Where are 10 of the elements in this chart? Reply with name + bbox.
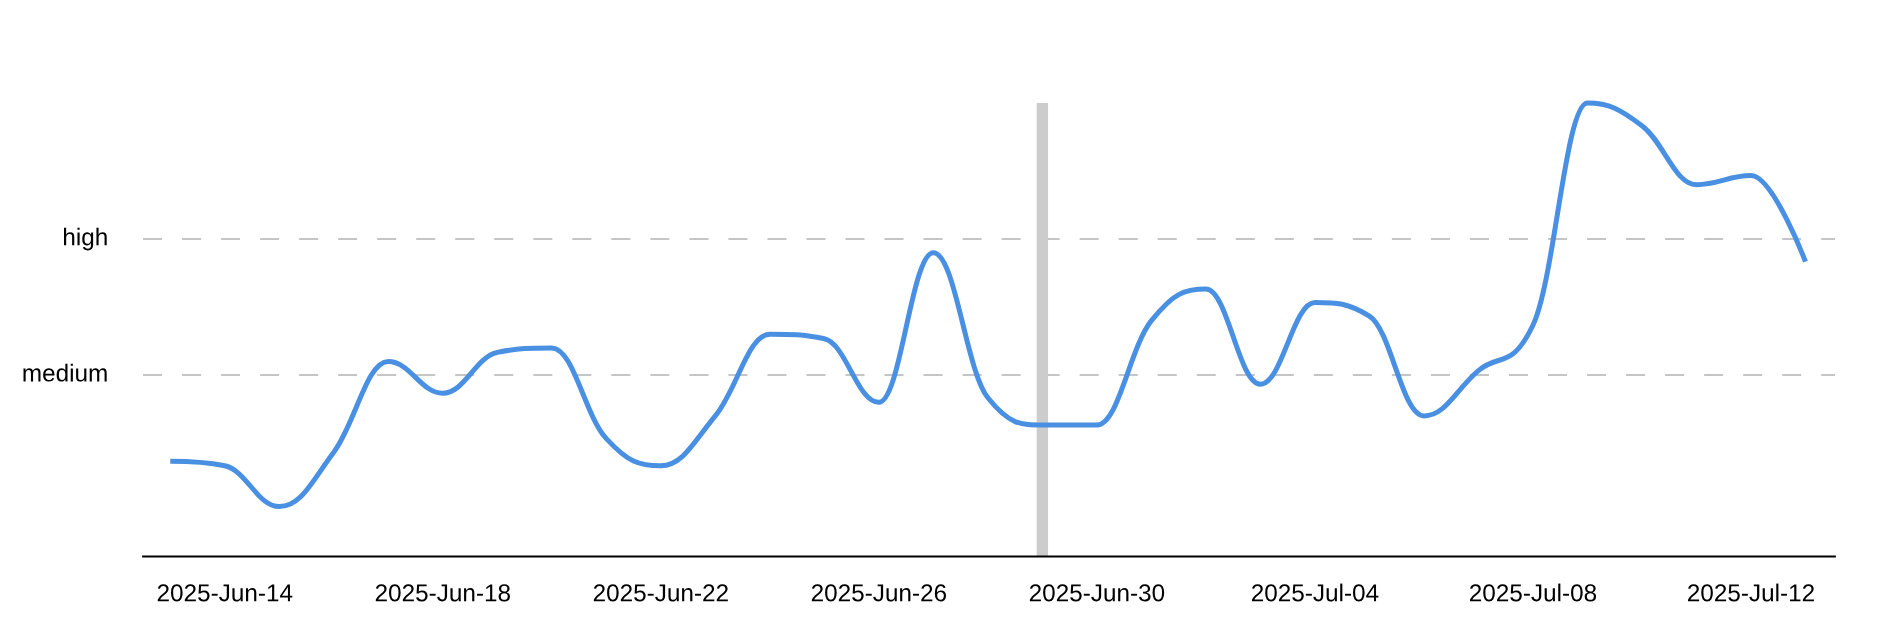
x-tick-label: 2025-Jul-08 — [1469, 583, 1597, 602]
x-tick-label: 2025-Jul-12 — [1688, 583, 1814, 602]
x-tick-label: 2025-Jun-22 — [593, 584, 728, 602]
x-tick-label: 2025-Jun-26 — [811, 584, 947, 602]
ref-line-label: high — [64, 227, 107, 251]
x-tick-label: 2025-Jun-30 — [1029, 584, 1165, 602]
x-tick-label: 2025-Jul-04 — [1251, 583, 1379, 602]
x-tick-label: 2025-Jun-18 — [375, 584, 510, 602]
x-tick-label: 2025-Jun-14 — [157, 584, 293, 602]
ref-line-label: medium — [23, 363, 107, 382]
